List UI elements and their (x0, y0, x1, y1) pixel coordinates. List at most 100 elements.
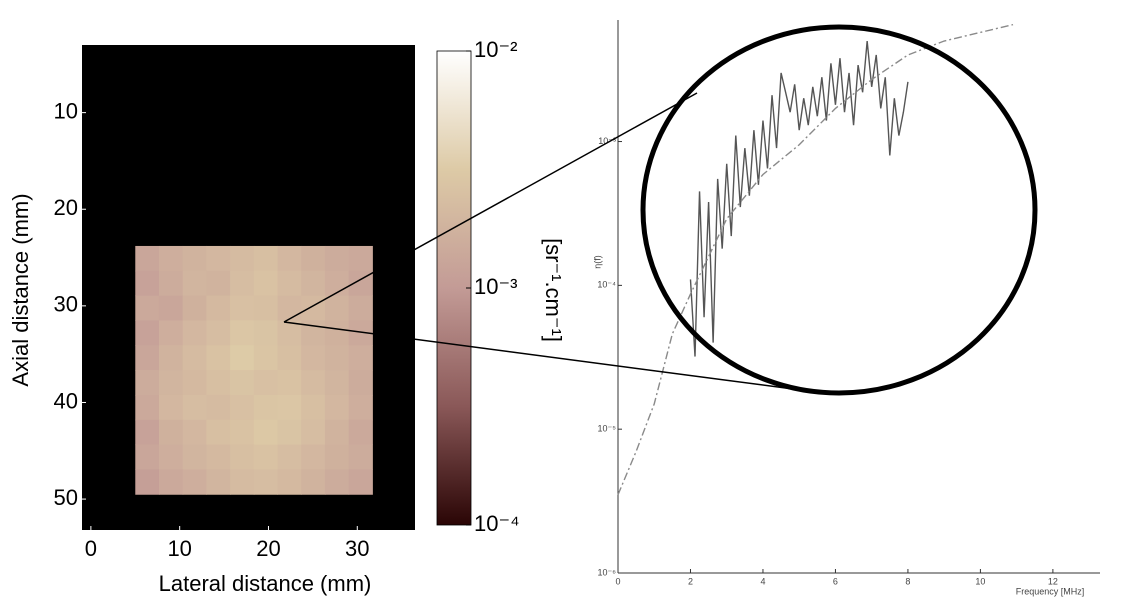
heatmap-cell (348, 245, 373, 272)
heatmap-cell (135, 469, 160, 495)
heatmap-cell (182, 419, 207, 446)
heatmap-cell (206, 419, 231, 446)
heatmap-cell (182, 295, 207, 321)
heatmap-cell (158, 444, 184, 470)
right-chart: 0 2 4 6 8 10 12 10⁻⁶ 10⁻⁵ 10⁻⁴ 10⁻³ Frequency [MHz]… (592, 20, 1100, 596)
heatmap-cell (277, 245, 302, 272)
heatmap-cell (158, 419, 184, 446)
x-tick-label: 6 (833, 576, 838, 586)
y-tick-label: 10⁻³ (598, 136, 616, 146)
heatmap-cell (324, 444, 350, 470)
y-tick-label: 10 (54, 98, 78, 123)
heatmap-cell (324, 394, 350, 421)
heatmap-cell (135, 419, 160, 446)
heatmap-cell (230, 469, 255, 495)
heatmap-cell (206, 270, 231, 297)
heatmap-cell (135, 345, 160, 371)
heatmap-cell (135, 444, 160, 470)
heatmap-cell (206, 370, 231, 396)
heatmap-cell (182, 270, 207, 297)
heatmap-cell (206, 469, 231, 495)
x-tick-label: 8 (905, 576, 910, 586)
ultrasound-texture (82, 45, 415, 245)
heatmap-cell (206, 245, 231, 272)
heatmap-cell (158, 370, 184, 396)
heatmap-cell (253, 345, 279, 371)
heatmap-cell (277, 345, 302, 371)
heatmap-cell (348, 444, 373, 470)
heatmap-cell (277, 320, 302, 346)
x-tick-label: 0 (615, 576, 620, 586)
colorbar-tick-label: 10⁻² (474, 37, 517, 62)
heatmap-cell (277, 295, 302, 321)
heatmap-cell (135, 270, 160, 297)
heatmap-cell (301, 295, 326, 321)
zoom-line (283, 321, 794, 390)
heatmap-cell (348, 394, 373, 421)
heatmap-cell (182, 320, 207, 346)
heatmap-cell (206, 444, 231, 470)
y-tick-label: 40 (54, 388, 78, 413)
y-tick-label: 50 (54, 485, 78, 510)
heatmap-cell (277, 370, 302, 396)
y-axis-label: Axial distance (mm) (8, 193, 33, 386)
heatmap-cell (348, 469, 373, 495)
y-tick-label: 10⁻⁶ (598, 567, 617, 577)
colorbar-tick-label: 10⁻⁴ (474, 511, 520, 536)
heatmap-cell (253, 469, 279, 495)
heatmap-cell (158, 469, 184, 495)
x-axis-label: Frequency [MHz] (1016, 586, 1085, 596)
heatmap-cell (277, 394, 302, 421)
heatmap-cell (230, 295, 255, 321)
heatmap-cell (158, 394, 184, 421)
heatmap-cell (158, 270, 184, 297)
heatmap-cell (253, 419, 279, 446)
y-tick-label: 30 (54, 292, 78, 317)
heatmap-cell (324, 469, 350, 495)
heatmap-cell (135, 245, 160, 272)
heatmap-cell (158, 320, 184, 346)
heatmap-cell (206, 295, 231, 321)
heatmap-cell (348, 295, 373, 321)
y-tick-label: 20 (54, 195, 78, 220)
heatmap-cell (348, 370, 373, 396)
heatmap-cell (182, 370, 207, 396)
heatmap-cell (253, 270, 279, 297)
heatmap-cell (253, 444, 279, 470)
heatmap-cell (253, 295, 279, 321)
heatmap-cell (301, 270, 326, 297)
heatmap-cell (158, 295, 184, 321)
heatmap-cell (301, 394, 326, 421)
colorbar (436, 50, 472, 526)
heatmap-cell (182, 469, 207, 495)
heatmap-cell (230, 419, 255, 446)
heatmap-cell (253, 394, 279, 421)
heatmap-cell (277, 270, 302, 297)
heatmap-cell (324, 245, 350, 272)
colorbar-label: [sr⁻¹.cm⁻¹] (541, 238, 566, 342)
heatmap-cell (230, 345, 255, 371)
heatmap-cell (301, 370, 326, 396)
heatmap-cell (301, 444, 326, 470)
heatmap-cell (348, 345, 373, 371)
heatmap-cell (206, 320, 231, 346)
heatmap-cell (301, 469, 326, 495)
heatmap-cell (135, 320, 160, 346)
colorbar-tick-label: 10⁻³ (474, 274, 517, 299)
x-tick-label: 4 (760, 576, 765, 586)
x-tick-label: 20 (256, 536, 280, 561)
heatmap-cell (324, 345, 350, 371)
heatmap-cell (324, 320, 350, 346)
heatmap-cell (182, 444, 207, 470)
data-line (689, 40, 909, 357)
heatmap-cell (135, 370, 160, 396)
heatmap-cell (182, 394, 207, 421)
zoom-circle (640, 24, 1038, 396)
heatmap-cell (230, 245, 255, 272)
heatmap-cell (324, 370, 350, 396)
heatmap-cell (253, 245, 279, 272)
heatmap-cell (230, 370, 255, 396)
left-chart: 0 10 20 30 10 20 30 40 50 Lateral distance (mm) Ax… (8, 37, 566, 596)
